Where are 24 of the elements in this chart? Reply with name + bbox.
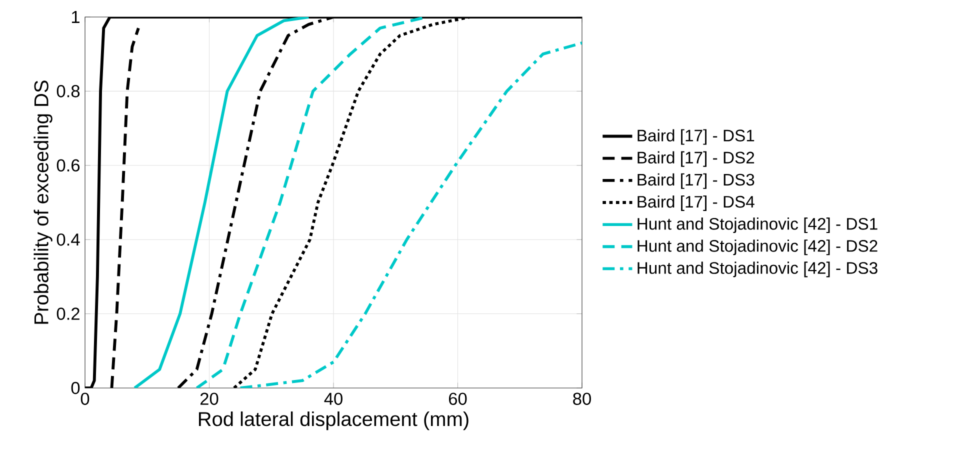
line-series (110, 26, 140, 388)
y-tick-label: 0.2 (56, 308, 80, 320)
legend-label: Hunt and Stojadinovic [42] - DS3 (638, 262, 878, 278)
legend-label: Hunt and Stojadinovic [42] - DS2 (638, 240, 878, 256)
legend-label: Baird [17] - DS4 (638, 195, 754, 211)
x-tick-label: 0 (80, 392, 90, 405)
x-tick-label: 80 (573, 392, 591, 405)
x-tick-label: 20 (200, 392, 218, 405)
y-tick-label: 0 (71, 382, 80, 394)
y-tick-label: 0.4 (56, 233, 80, 246)
line-series (133, 16, 310, 388)
x-tick-label: 40 (324, 392, 342, 405)
x-axis-title: Rod lateral displacement (mm) (198, 411, 468, 430)
line-series (238, 41, 582, 388)
x-tick-label: 60 (448, 392, 467, 405)
legend-label: Baird [17] - DS2 (638, 151, 754, 167)
legend-label: Hunt and Stojadinovic [42] - DS1 (638, 218, 878, 234)
legend-label: Baird [17] - DS3 (638, 173, 754, 189)
y-tick-label: 0.6 (56, 159, 80, 172)
y-tick-label: 0.8 (56, 85, 80, 98)
y-axis-title: Probability of exceeding DS (34, 80, 52, 324)
y-tick-label: 1 (72, 11, 80, 23)
legend-label: Baird [17] - DS1 (638, 129, 754, 145)
line-series (85, 16, 582, 388)
